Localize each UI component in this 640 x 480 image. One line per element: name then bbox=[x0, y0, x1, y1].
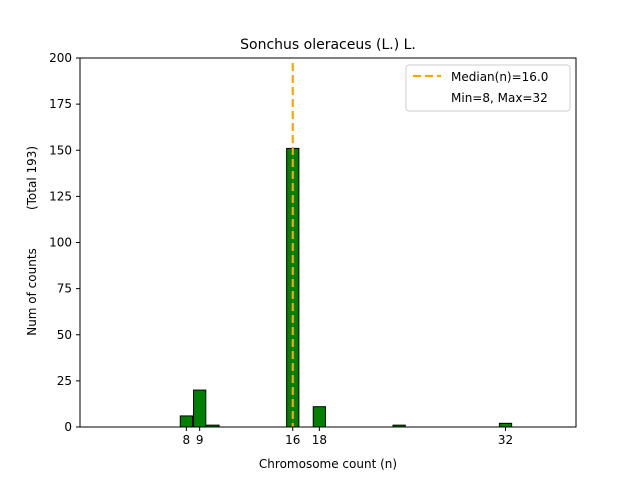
y-tick-label: 200 bbox=[49, 51, 72, 65]
chart-title: Sonchus oleraceus (L.) L. bbox=[240, 37, 416, 53]
y-axis-label: Num of counts bbox=[25, 248, 39, 336]
x-tick-label: 18 bbox=[312, 433, 327, 447]
x-tick-label: 8 bbox=[183, 433, 191, 447]
plot-frame bbox=[79, 57, 577, 428]
legend: Median(n)=16.0 Min=8, Max=32 bbox=[405, 64, 571, 112]
y-tick-label: 125 bbox=[49, 189, 72, 203]
y-tick-label: 100 bbox=[49, 236, 72, 250]
x-tick-label: 9 bbox=[196, 433, 204, 447]
bar-n-9 bbox=[193, 389, 207, 428]
x-axis-ticks: 8 9 16 18 32 bbox=[183, 427, 513, 447]
legend-box bbox=[405, 64, 571, 112]
legend-entry-median: Median(n)=16.0 bbox=[451, 70, 548, 84]
y-axis-ticks: 0 25 50 75 100 125 150 175 200 bbox=[49, 51, 80, 434]
bars-group bbox=[179, 147, 513, 428]
y-tick-label: 150 bbox=[49, 143, 72, 157]
y-tick-label: 175 bbox=[49, 97, 72, 111]
y-tick-label: 75 bbox=[57, 282, 72, 296]
x-axis-label: Chromosome count (n) bbox=[259, 457, 397, 471]
x-tick-label: 16 bbox=[285, 433, 300, 447]
bar-n-8 bbox=[179, 415, 193, 428]
y-tick-label: 50 bbox=[57, 328, 72, 342]
y-tick-label: 0 bbox=[64, 420, 72, 434]
y-axis-total-label: (Total 193) bbox=[25, 146, 39, 210]
bar-n-32 bbox=[498, 422, 513, 428]
bar-n-18 bbox=[312, 406, 326, 428]
legend-entry-min-max: Min=8, Max=32 bbox=[451, 91, 548, 105]
y-tick-label: 25 bbox=[57, 374, 72, 388]
x-tick-label: 32 bbox=[498, 433, 513, 447]
